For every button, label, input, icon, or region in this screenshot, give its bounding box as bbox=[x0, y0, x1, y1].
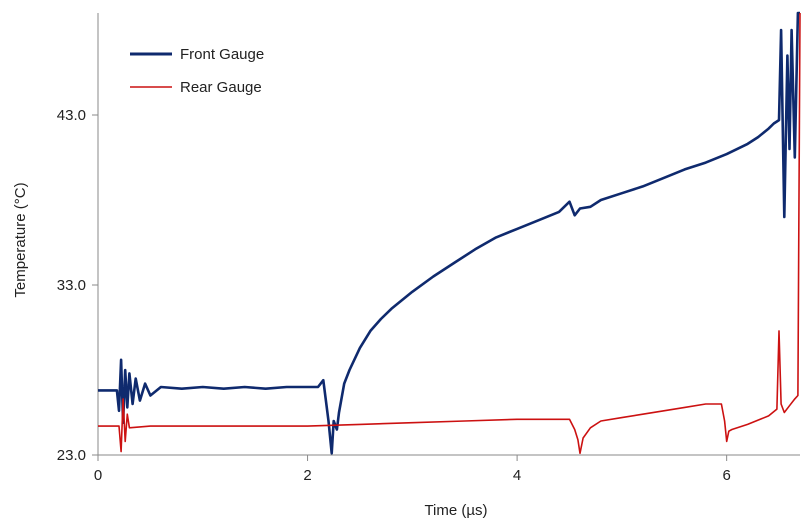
legend: Front Gauge Rear Gauge bbox=[130, 46, 264, 96]
legend-label-front-gauge: Front Gauge bbox=[180, 46, 264, 63]
legend-label-rear-gauge: Rear Gauge bbox=[180, 79, 262, 96]
x-axis-title: Time (µs) bbox=[424, 502, 487, 519]
series-line-rear-gauge bbox=[98, 12, 801, 455]
x-tick-label: 6 bbox=[722, 467, 730, 484]
legend-entry-rear-gauge: Rear Gauge bbox=[130, 79, 262, 96]
x-tick-label: 2 bbox=[303, 467, 311, 484]
legend-entry-front-gauge: Front Gauge bbox=[130, 46, 264, 63]
y-tick-label: 23.0 bbox=[57, 447, 86, 464]
y-tick-label: 33.0 bbox=[57, 277, 86, 294]
x-tick-label: 0 bbox=[94, 467, 102, 484]
y-tick-label: 43.0 bbox=[57, 107, 86, 124]
plot-area bbox=[97, 13, 800, 456]
x-axis: 0 2 4 6 bbox=[94, 455, 731, 484]
x-tick-label: 4 bbox=[513, 467, 521, 484]
series-layer bbox=[98, 11, 801, 455]
series-line-front-gauge bbox=[98, 11, 800, 455]
y-axis: 23.0 33.0 43.0 bbox=[57, 107, 98, 464]
y-axis-title: Temperature (°C) bbox=[12, 182, 29, 297]
